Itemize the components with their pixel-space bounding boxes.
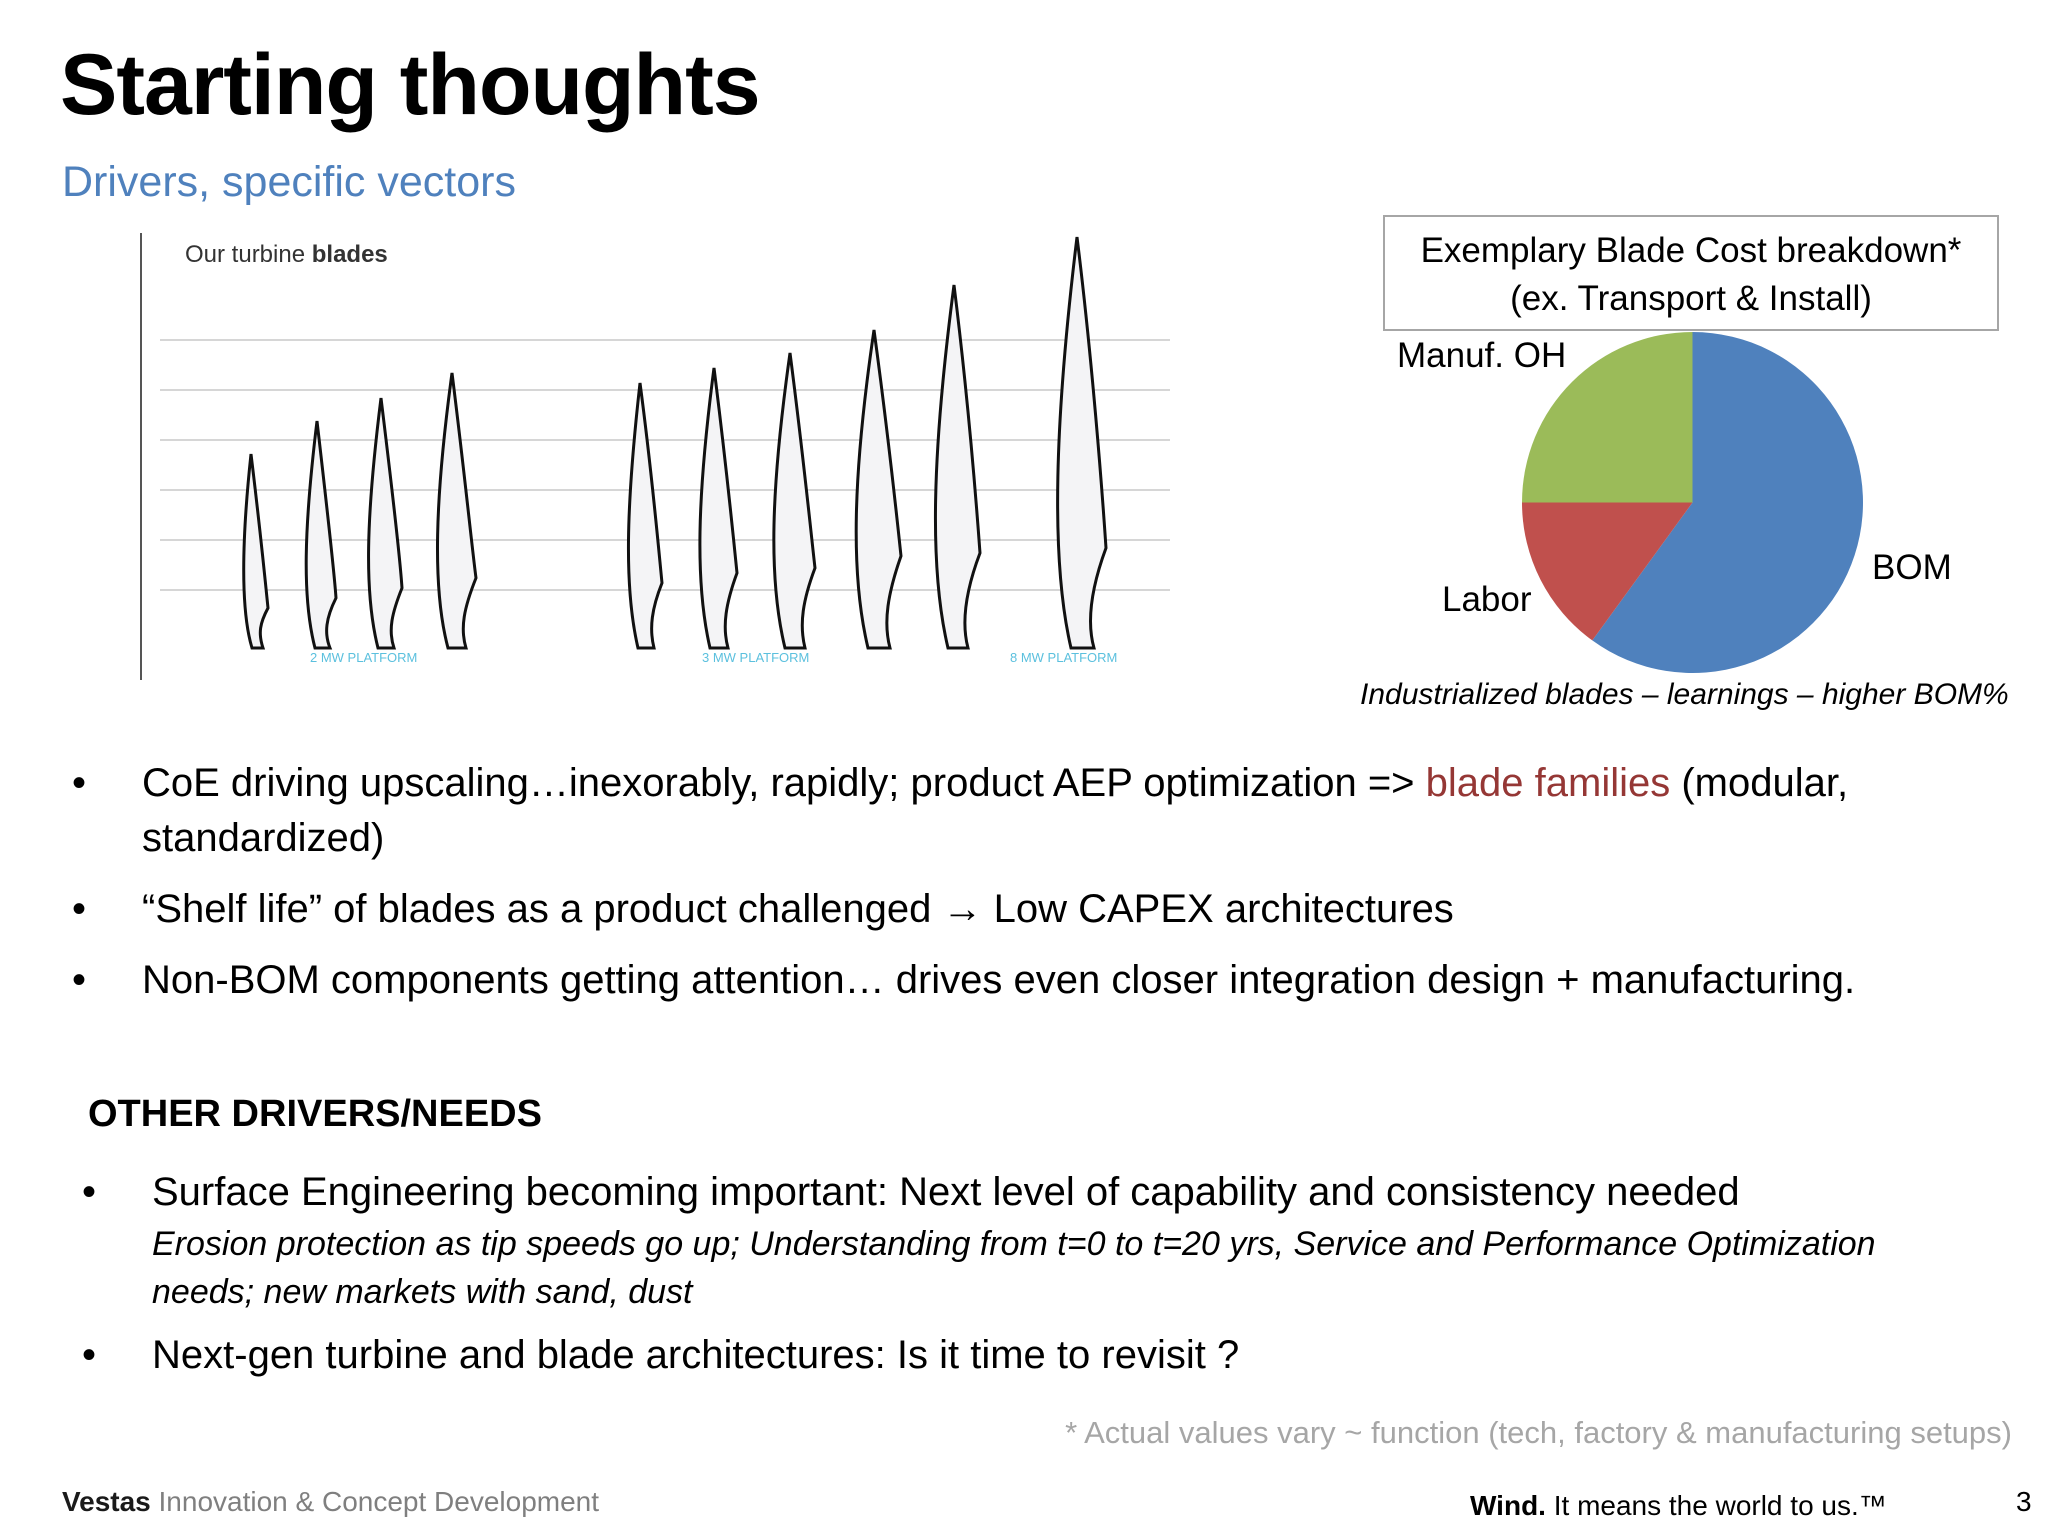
blade-8 [854,329,903,650]
arrow-icon: → [942,887,983,931]
blades-figure: Our turbine blades 2 MW PLATFORM 3 MW PL… [130,228,1170,698]
bullet-item-2: • “Shelf life” of blades as a product ch… [72,882,1972,937]
blade-3 [367,397,404,650]
bullet-dot: • [72,761,87,805]
platform-labels: 2 MW PLATFORM 3 MW PLATFORM 8 MW PLATFOR… [310,650,1117,665]
pie-label-bom: BOM [1872,548,1952,587]
pie-caption: Industrialized blades – learnings – high… [1360,678,2009,711]
footnote: * Actual values vary ~ function (tech, f… [1065,1415,2012,1450]
platform-label-2mw: 2 MW PLATFORM [310,650,417,665]
bullet-dot: • [82,1170,97,1214]
blades-heading: Our turbine blades [185,241,388,268]
blade-6 [698,367,739,650]
other-bullet-item-1: • Surface Engineering becoming important… [82,1165,1882,1316]
platform-label-3mw: 3 MW PLATFORM [702,650,809,665]
pie-slice-bom [1592,332,1863,673]
page-subtitle: Drivers, specific vectors [62,158,516,206]
pie-label-labor: Labor [1442,580,1532,619]
blade-5 [626,382,664,650]
bullet-dot: • [72,958,87,1002]
blade-9 [933,284,982,650]
pie-label-manuf: Manuf. OH [1397,336,1567,375]
footer-tagline: Wind. It means the world to us.™ [1470,1490,1887,1521]
footer-brand: Vestas Innovation & Concept Development [62,1486,600,1517]
pie-slice-manuf [1522,332,1693,503]
bullet-item-3: • Non-BOM components getting attention… … [72,953,1972,1008]
pie-chart [1522,332,1863,673]
blade-shapes [242,236,1108,650]
blade-1 [242,453,270,650]
pie-title-line1: Exemplary Blade Cost breakdown* [1420,231,1962,270]
vestas-logo-text: Vestas [62,1486,151,1517]
main-bullets: • CoE driving upscaling…inexorably, rapi… [72,756,1972,1024]
other-drivers-heading: OTHER DRIVERS/NEEDS [88,1093,542,1135]
platform-label-8mw: 8 MW PLATFORM [1010,650,1117,665]
blade-4 [436,372,478,650]
pie-title-line2: (ex. Transport & Install) [1510,279,1872,318]
page-title: Starting thoughts [60,37,761,133]
blade-10 [1056,236,1108,650]
other-bullet-item-2: • Next-gen turbine and blade architectur… [82,1328,1882,1383]
blade-families-highlight: blade families [1425,761,1671,805]
pie-title-box: Exemplary Blade Cost breakdown* (ex. Tra… [1383,215,1999,331]
bullet-item-1: • CoE driving upscaling…inexorably, rapi… [72,756,1972,866]
bullet-dot: • [72,887,87,931]
page-number: 3 [2016,1486,2032,1517]
bullet-dot: • [82,1333,97,1377]
other-bullets: • Surface Engineering becoming important… [82,1165,1882,1399]
blade-2 [304,420,338,650]
blades-illustration: Our turbine blades 2 MW PLATFORM 3 MW PL… [140,233,1170,680]
blade-7 [772,352,817,650]
other-bullet-subtext: Erosion protection as tip speeds go up; … [152,1225,1876,1311]
pie-slice-labor [1522,502,1693,641]
